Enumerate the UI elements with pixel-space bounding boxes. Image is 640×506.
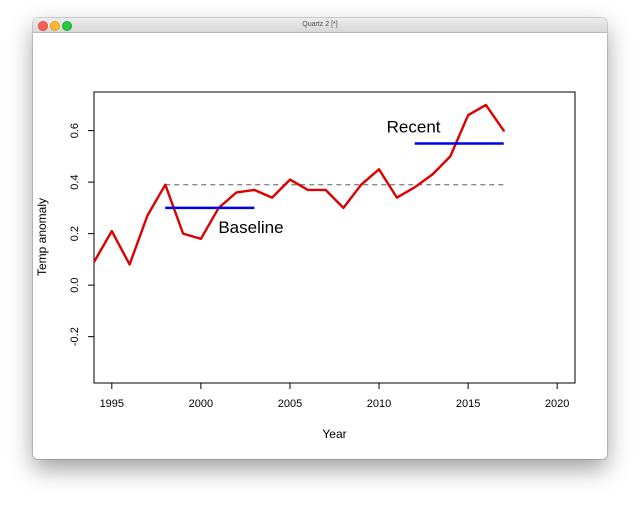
- temperature-series-line: [94, 103, 505, 266]
- y-axis-label: Temp anomaly: [35, 198, 49, 276]
- y-tick-label: 0.6: [69, 123, 81, 138]
- x-axis: 1995 2000 2005 2010 2015 2020: [100, 383, 569, 410]
- y-tick-label: 0.0: [69, 277, 81, 292]
- x-tick-label: 2005: [278, 398, 302, 410]
- x-tick-label: 2015: [456, 398, 480, 410]
- plot-box: [93, 91, 576, 384]
- close-window-button[interactable]: [38, 21, 48, 31]
- recent-label: Recent: [387, 118, 441, 137]
- x-tick-label: 2020: [545, 398, 569, 410]
- x-tick-label: 1995: [100, 398, 124, 410]
- baseline-label: Baseline: [218, 218, 283, 237]
- window-title: Quartz 2 [*]: [302, 21, 338, 28]
- zoom-window-button[interactable]: [62, 21, 72, 31]
- title-bar[interactable]: Quartz 2 [*]: [33, 18, 607, 33]
- x-axis-label: Year: [322, 427, 346, 441]
- y-axis: -0.2 0.0 0.2 0.4 0.6: [69, 123, 94, 346]
- y-tick-label: -0.2: [69, 327, 81, 346]
- line-chart: 1995 2000 2005 2010 2015 2020 -0.2 0.0 0.2 0.4 0.…: [35, 91, 576, 441]
- x-tick-label: 2010: [367, 398, 391, 410]
- minimize-window-button[interactable]: [50, 21, 60, 31]
- y-tick-label: 0.4: [69, 174, 81, 189]
- x-tick-label: 2000: [189, 398, 213, 410]
- quartz-window: Quartz 2 [*] 1995 2000 2005 2010 2015 2020 -0…: [33, 18, 607, 459]
- y-tick-label: 0.2: [69, 226, 81, 241]
